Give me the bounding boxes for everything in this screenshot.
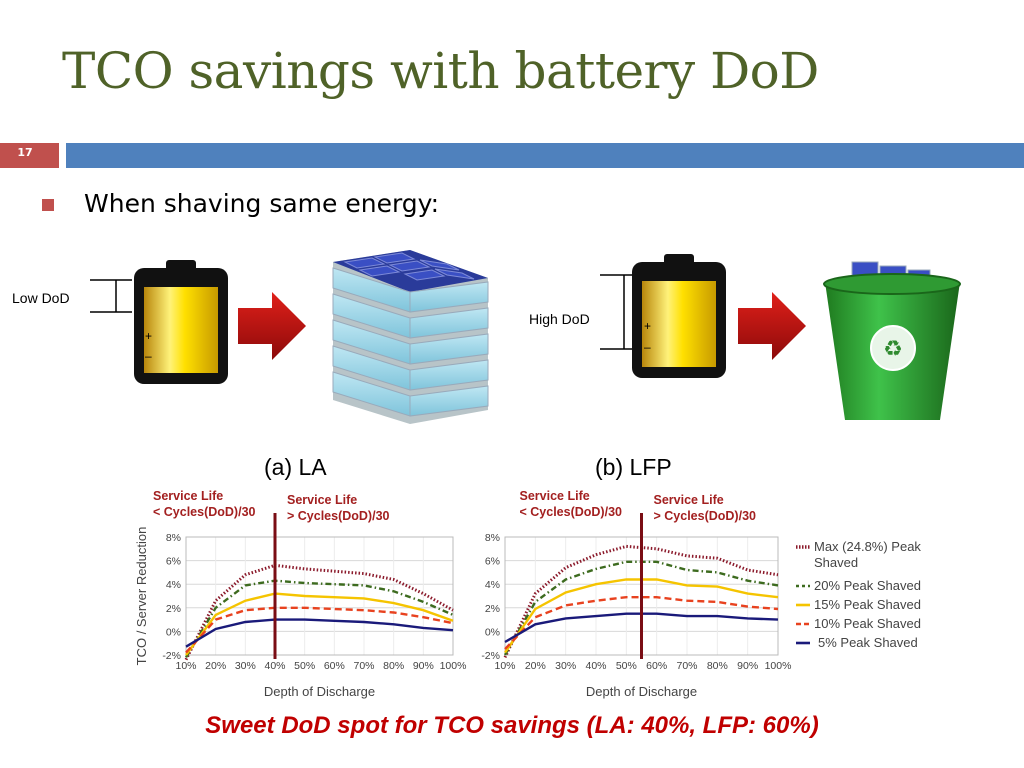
x-tick-label: 20% [525,660,546,672]
x-tick-label: 50% [294,660,315,672]
chart-la: 8% 6% 4% 2% 0% -2%10% 20% 30% 40% 50% 60% 70% 80% 90%… [134,489,466,699]
battery-plus: + [145,329,152,343]
x-tick-label: 30% [235,660,256,672]
slide-number-box [0,143,59,168]
series-line [185,606,454,654]
high-dod-label: High DoD [529,311,590,327]
service-life-right-rule: > Cycles(DoD)/30 [287,509,390,523]
x-tick-label: 30% [555,660,576,672]
x-tick-label: 40% [585,660,606,672]
bullet-marker [42,199,54,211]
y-tick-label: -2% [162,650,181,662]
arrow-right-icon [738,292,806,360]
x-tick-label: 60% [324,660,345,672]
battery-minus: – [644,340,651,354]
battery-plus: + [644,319,651,333]
chart-b-label: (b) LFP [595,454,672,480]
x-axis-label: Depth of Discharge [586,684,697,699]
x-tick-label: 50% [616,660,637,672]
x-tick-label: 20% [205,660,226,672]
service-life-right-rule: > Cycles(DoD)/30 [654,509,757,523]
service-life-right-title: Service Life [287,493,357,507]
x-tick-label: 80% [383,660,404,672]
y-tick-label: 2% [485,603,500,615]
series-line [504,595,779,650]
conclusion-text: Sweet DoD spot for TCO savings (LA: 40%,… [205,712,819,739]
header-bar [66,143,1024,168]
x-tick-label: 100% [440,660,467,672]
battery-icon: + – [632,254,726,378]
y-tick-label: 4% [485,579,500,591]
service-life-right-title: Service Life [654,493,724,507]
legend-label: 5% Peak Shaved [818,635,918,650]
y-tick-label: 4% [166,579,181,591]
slide-title: TCO savings with battery DoD [62,42,819,100]
legend-label: 10% Peak Shaved [814,616,921,631]
x-tick-label: 60% [646,660,667,672]
y-tick-label: 0% [485,626,500,638]
service-life-left-rule: < Cycles(DoD)/30 [520,505,623,519]
service-life-left-title: Service Life [520,489,590,503]
chart-lfp: 8% 6% 4% 2% 0% -2%10% 20% 30% 40% 50% 60% 70% 80% 90%… [481,489,791,699]
legend-label: Max (24.8%) Peak [814,539,921,554]
x-tick-label: 70% [353,660,374,672]
x-tick-label: 40% [264,660,285,672]
y-tick-label: 8% [166,532,181,544]
x-tick-label: 80% [707,660,728,672]
x-tick-label: 70% [676,660,697,672]
low-dod-bracket [90,279,132,313]
x-axis-label: Depth of Discharge [264,684,375,699]
y-tick-label: 0% [166,626,181,638]
plot-frame [185,536,454,656]
battery-icon: + – [134,260,228,384]
series-line [184,579,454,659]
y-tick-label: 2% [166,603,181,615]
x-tick-label: 10% [494,660,515,672]
svg-text:♻: ♻ [883,336,903,361]
y-tick-label: 8% [485,532,500,544]
high-dod-bracket [600,274,632,350]
x-tick-label: 100% [765,660,792,672]
dod-illustration: + – [90,250,961,424]
chart-a-label: (a) LA [264,454,327,480]
x-tick-label: 90% [737,660,758,672]
x-tick-label: 90% [413,660,434,672]
low-dod-label: Low DoD [12,290,70,306]
arrow-right-icon [238,292,306,360]
y-tick-label: -2% [481,650,500,662]
bullet-text: When shaving same energy: [84,189,440,218]
series-line [185,592,454,656]
y-axis-label: TCO / Server Reduction [134,527,149,666]
recycle-bin-icon: ♻ [823,261,961,420]
legend-label: 20% Peak Shaved [814,578,921,593]
legend-label: 15% Peak Shaved [814,597,921,612]
battery-pack-icon [332,250,489,424]
x-tick-label: 10% [175,660,196,672]
tco-charts: 8%6%4%2%0%-2%10% 20% 30% 40% 50% 60% 70% 80% 90%… [134,489,921,699]
legend-label: Shaved [814,555,858,570]
service-life-left-rule: < Cycles(DoD)/30 [153,505,256,519]
slide-number: 17 [17,146,33,159]
y-tick-label: 6% [485,556,500,568]
service-life-left-title: Service Life [153,489,223,503]
series-line [185,618,454,648]
y-tick-label: 6% [166,556,181,568]
battery-minus: – [145,349,152,363]
series-line [184,563,454,661]
